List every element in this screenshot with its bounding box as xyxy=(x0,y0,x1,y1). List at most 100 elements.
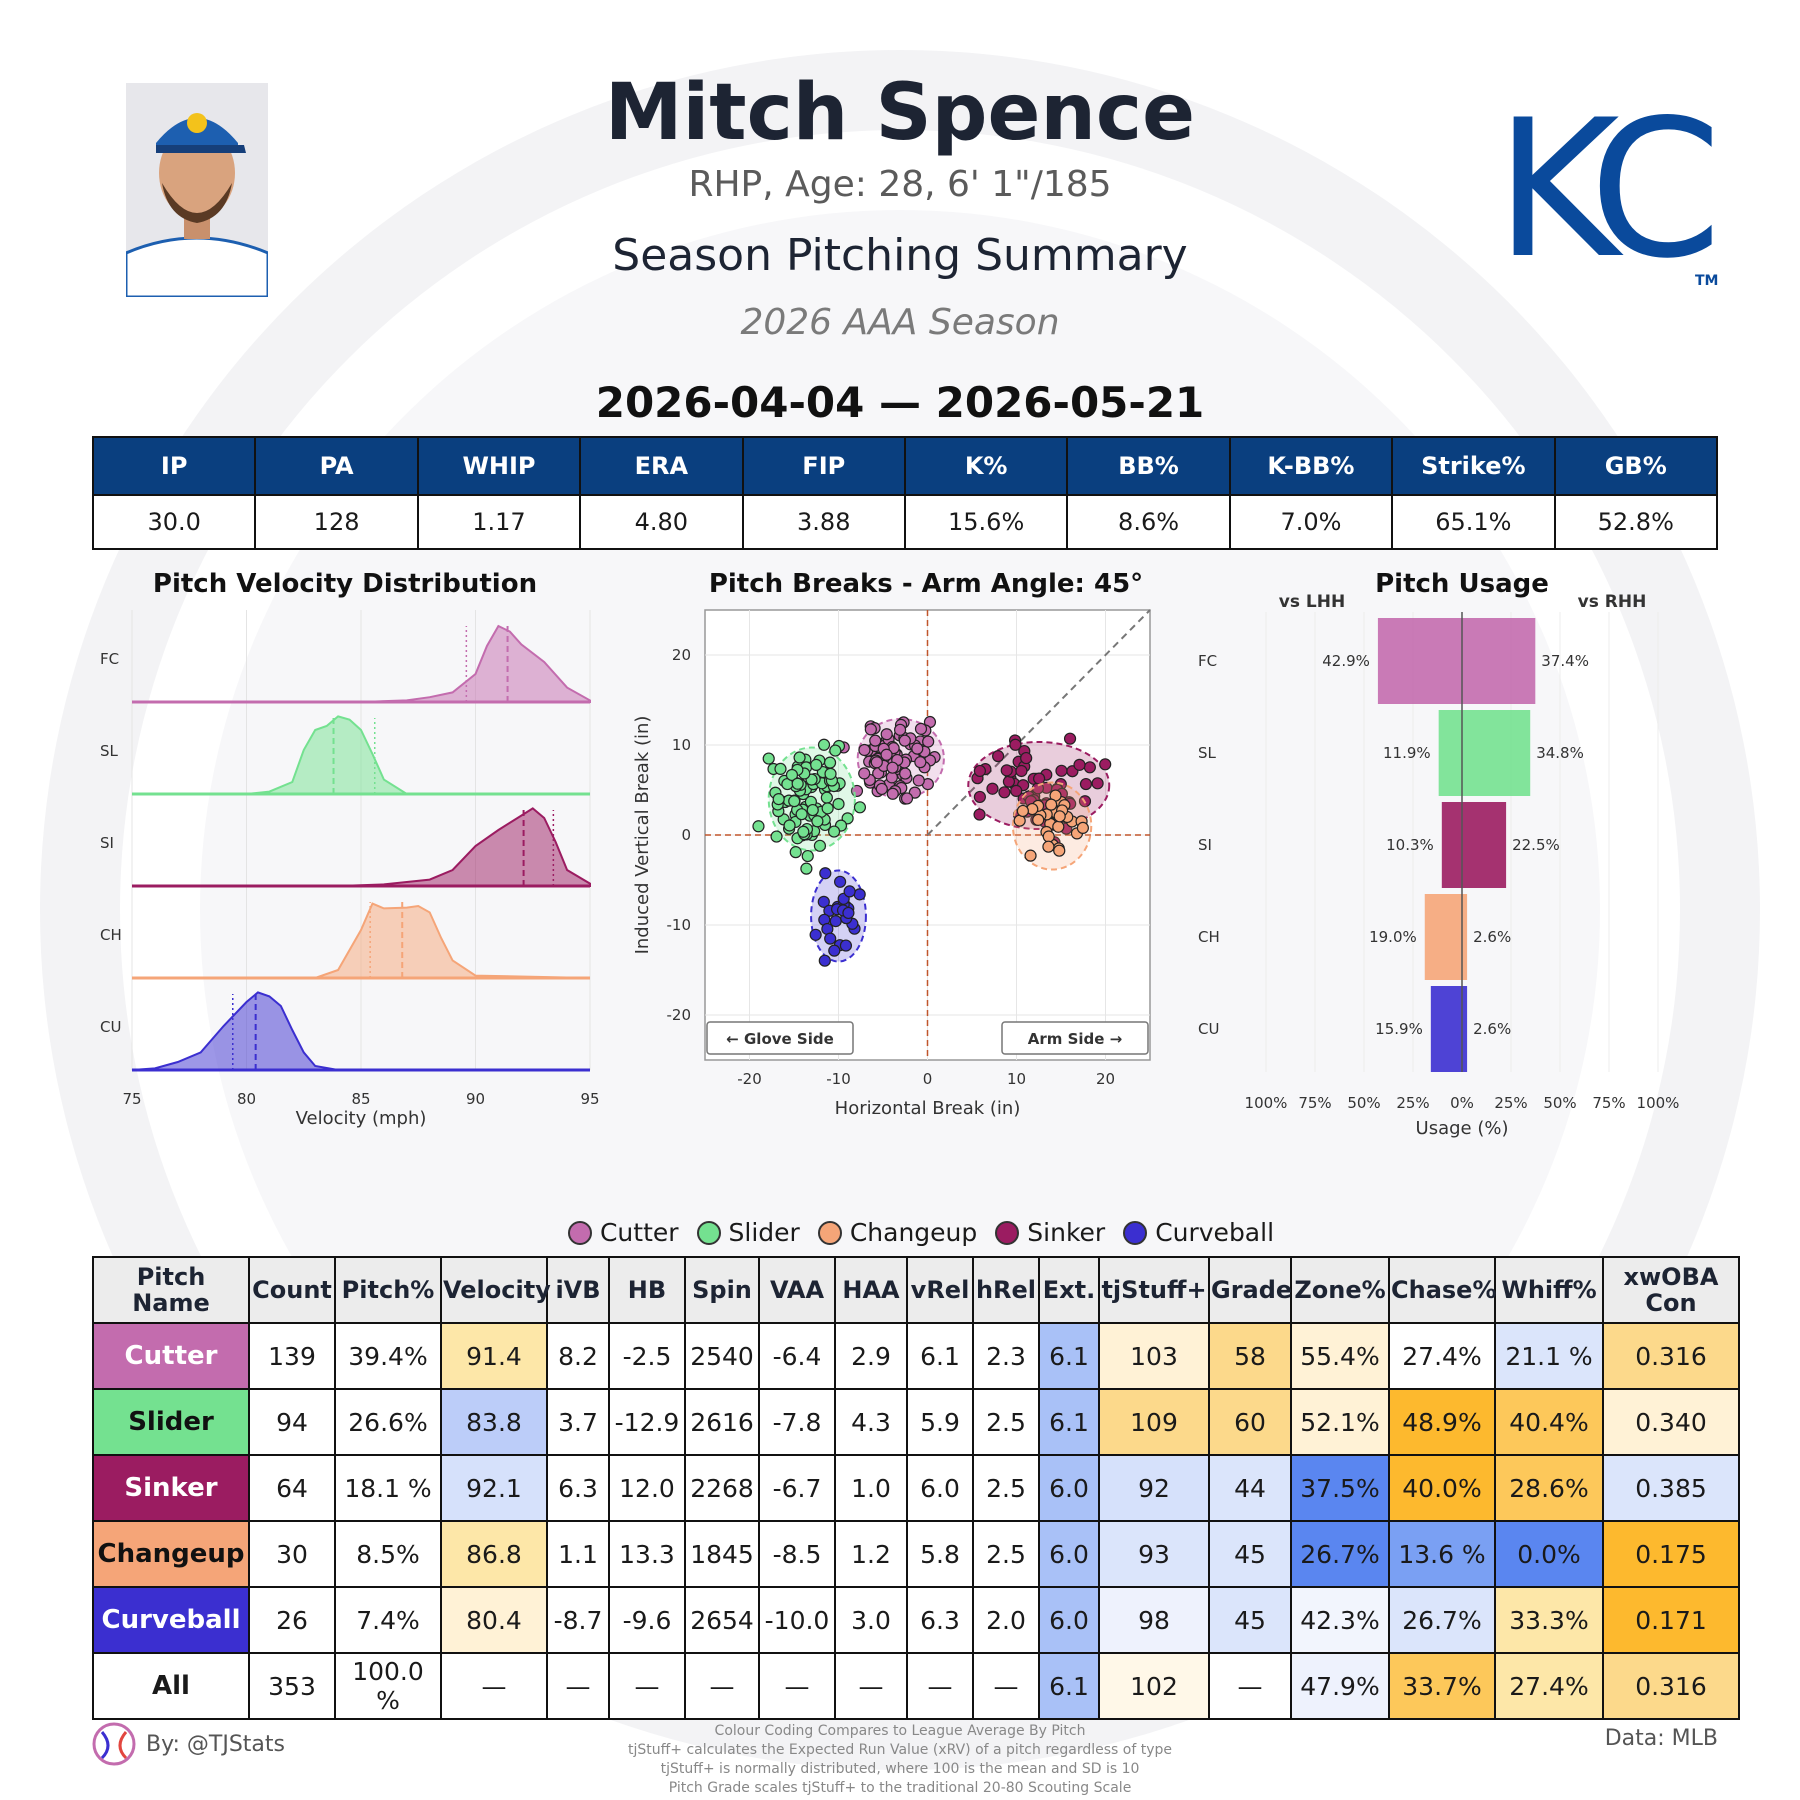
stat-header-era: ERA xyxy=(579,436,744,496)
table-cell: 40.0% xyxy=(1388,1454,1496,1522)
table-row: Changeup 30 8.5% 86.8 1.1 13.3 1845 -8.5 1.2 5.8 2… xyxy=(92,1520,1740,1588)
pitch-col-whiff-: Whiff% xyxy=(1494,1256,1604,1324)
break-point-slider xyxy=(791,777,804,790)
pitch-col-pitch-name: Pitch Name xyxy=(92,1256,250,1324)
table-cell: 1845 xyxy=(684,1520,760,1588)
table-cell: 26.6% xyxy=(334,1388,442,1456)
chart-title: Pitch Usage xyxy=(1375,569,1549,599)
y-tick-label: 10 xyxy=(672,736,691,754)
table-cell: 91.4 xyxy=(440,1322,548,1390)
legend-label: Curveball xyxy=(1155,1218,1275,1247)
break-point-sinker xyxy=(998,786,1011,799)
stat-header-bb-: BB% xyxy=(1066,436,1231,496)
break-point-cutter xyxy=(886,761,899,774)
row-label: FC xyxy=(100,650,119,668)
table-cell: 80.4 xyxy=(440,1586,548,1654)
break-point-sinker xyxy=(1000,764,1013,777)
break-point-curveball xyxy=(842,906,855,920)
stat-value-k-: 15.6% xyxy=(903,494,1069,550)
break-point-sinker xyxy=(1015,764,1028,778)
break-point-slider xyxy=(801,849,814,863)
pitch-name-cell: All xyxy=(92,1652,250,1720)
break-point-sinker xyxy=(1099,758,1112,771)
break-point-slider xyxy=(774,762,787,776)
legend-swatch xyxy=(1123,1220,1148,1245)
density-changeup xyxy=(132,902,591,979)
row-label: SI xyxy=(1198,836,1212,854)
table-cell: 45 xyxy=(1208,1586,1292,1654)
lhh-label: vs LHH xyxy=(1279,592,1345,612)
usage-label-rhh: 37.4% xyxy=(1541,652,1589,670)
break-point-slider xyxy=(827,825,841,838)
break-point-sinker xyxy=(1002,775,1016,788)
pitch-col-chase-: Chase% xyxy=(1388,1256,1497,1324)
pitch-col-vaa: VAA xyxy=(758,1256,836,1324)
break-point-changeup xyxy=(1016,804,1029,818)
break-point-slider xyxy=(832,797,845,811)
break-point-sinker xyxy=(992,750,1005,763)
svg-text:KC: KC xyxy=(1495,85,1712,295)
x-tick-label: 90 xyxy=(466,1090,485,1108)
pitch-col-grade: Grade xyxy=(1208,1256,1292,1324)
row-label: SL xyxy=(100,742,119,760)
break-point-cutter xyxy=(900,792,914,805)
x-tick-label: 95 xyxy=(580,1090,599,1108)
pitch-col-zone-: Zone% xyxy=(1290,1256,1390,1324)
y-axis-label: Induced Vertical Break (in) xyxy=(632,716,653,955)
break-point-slider xyxy=(817,738,831,751)
stat-value-whip: 1.17 xyxy=(416,494,582,550)
table-cell: -8.7 xyxy=(546,1586,610,1654)
table-cell: 18.1 % xyxy=(334,1454,442,1522)
table-cell: 3.7 xyxy=(546,1388,610,1456)
table-cell: 1.0 xyxy=(834,1454,908,1522)
break-point-slider xyxy=(824,767,837,780)
break-point-cutter xyxy=(914,722,928,735)
table-cell: 2.5 xyxy=(972,1520,1040,1588)
table-cell: 39.4% xyxy=(334,1322,442,1390)
stat-value-strike-: 65.1% xyxy=(1391,494,1556,550)
usage-label-lhh: 42.9% xyxy=(1322,652,1370,670)
table-cell: 0.0% xyxy=(1494,1520,1604,1588)
row-label: SL xyxy=(1198,744,1217,762)
break-point-slider xyxy=(813,839,827,852)
break-point-slider xyxy=(806,803,819,817)
table-cell: — xyxy=(972,1652,1040,1720)
break-point-slider xyxy=(800,862,813,875)
table-cell: 6.0 xyxy=(1038,1454,1100,1522)
table-cell: 8.5% xyxy=(334,1520,442,1588)
usage-bar-rhh-fc xyxy=(1462,618,1536,704)
stat-value-ip: 30.0 xyxy=(91,494,257,550)
stat-header-k-bb-: K-BB% xyxy=(1228,436,1394,496)
x-tick-label: 75 xyxy=(122,1090,141,1108)
pitch-col-ivb: iVB xyxy=(546,1256,610,1324)
x-tick-label: 10 xyxy=(1007,1070,1026,1088)
table-cell: 5.9 xyxy=(906,1388,974,1456)
break-point-curveball xyxy=(809,928,822,941)
usage-bar-rhh-ch xyxy=(1462,894,1468,980)
break-point-cutter xyxy=(922,735,935,748)
usage-bar-lhh-sl xyxy=(1438,710,1462,796)
table-cell: 6.1 xyxy=(1038,1322,1100,1390)
legend-item-changeup: Changeup xyxy=(817,1218,977,1247)
row-label: CH xyxy=(1198,928,1220,946)
table-cell: — xyxy=(440,1652,548,1720)
table-cell: 2.5 xyxy=(972,1388,1040,1456)
table-cell: 26.7% xyxy=(1290,1520,1390,1588)
break-point-changeup xyxy=(1032,813,1045,826)
legend-swatch xyxy=(696,1220,721,1245)
table-cell: 1.1 xyxy=(546,1520,610,1588)
usage-bar-rhh-si xyxy=(1462,802,1507,888)
stat-header-whip: WHIP xyxy=(416,436,582,496)
table-cell: 6.1 xyxy=(1038,1652,1100,1720)
stat-value-bb-: 8.6% xyxy=(1066,494,1231,550)
table-cell: 44 xyxy=(1208,1454,1292,1522)
break-point-curveball xyxy=(819,867,832,880)
break-point-changeup xyxy=(1053,844,1066,857)
legend-label: Slider xyxy=(728,1218,800,1247)
break-point-slider xyxy=(797,825,810,838)
break-point-cutter xyxy=(899,767,912,780)
table-cell: 27.4% xyxy=(1494,1652,1604,1720)
table-cell: 94 xyxy=(248,1388,336,1456)
break-point-changeup xyxy=(1042,840,1055,853)
break-point-slider xyxy=(783,819,796,832)
